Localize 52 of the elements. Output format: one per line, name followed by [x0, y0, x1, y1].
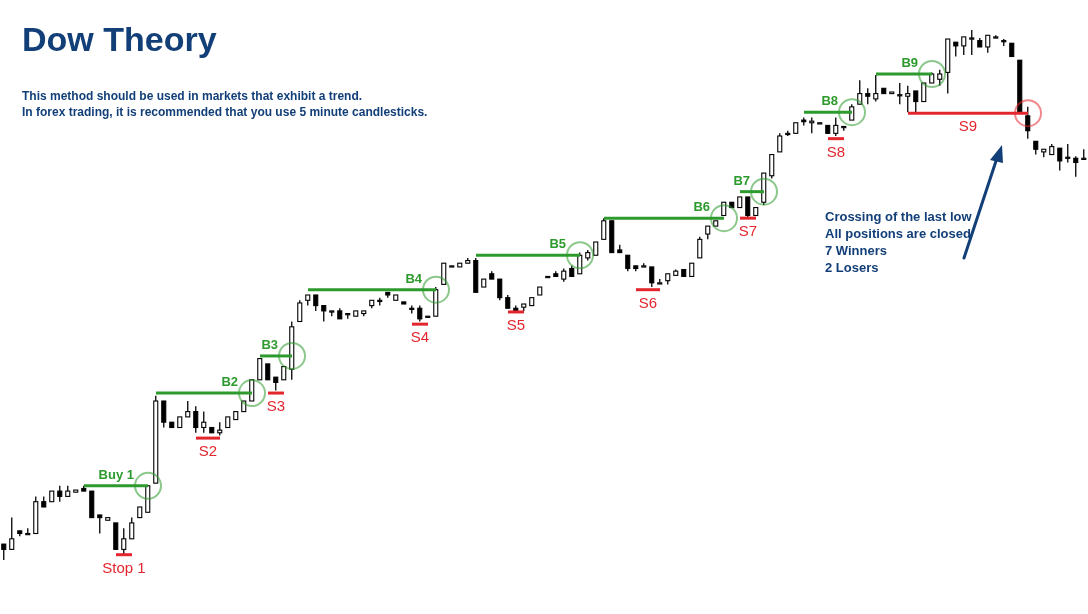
candlestick: [777, 132, 783, 153]
candlestick: [601, 217, 607, 240]
candlestick: [873, 74, 879, 103]
series-label: S7: [738, 222, 758, 240]
candlestick: [193, 405, 199, 434]
series-label: S5: [506, 315, 526, 333]
series-label: S6: [638, 293, 658, 311]
candlestick: [577, 251, 583, 275]
candlestick: [897, 82, 903, 105]
series-label: B3: [261, 336, 278, 352]
candlestick: [1025, 106, 1031, 140]
candlestick: [1065, 143, 1071, 164]
series-label: B2: [221, 374, 238, 390]
candlestick: [161, 400, 167, 429]
candlestick: [769, 153, 775, 180]
candlestick: [1073, 155, 1079, 178]
candlestick: [129, 516, 135, 540]
series-label: S3: [266, 397, 286, 415]
candlestick: [857, 79, 863, 105]
candlestick: [441, 262, 447, 286]
series-label: Buy 1: [98, 466, 134, 482]
candlestick: [201, 410, 207, 434]
chart-title: Dow Theory: [22, 20, 217, 59]
candlestick: [921, 82, 927, 103]
candlestick: [969, 30, 975, 56]
candlestick: [121, 527, 127, 556]
series-label: B5: [549, 236, 566, 252]
series-label: S4: [410, 328, 430, 346]
candlestick: [905, 85, 911, 113]
candlestick: [257, 357, 263, 381]
candlestick: [745, 196, 751, 219]
candlestick: [1057, 147, 1063, 172]
series-label: B9: [901, 54, 918, 70]
candlestick: [97, 514, 103, 535]
candlestick: [649, 266, 655, 288]
series-label: S2: [198, 442, 218, 460]
series-label: S9: [958, 117, 978, 135]
annotation: Crossing of the last low All positions are closed 7 Winners 2 Losers: [825, 208, 972, 276]
candlestick: [497, 278, 503, 301]
candlestick: [913, 90, 919, 113]
series-label: B8: [821, 93, 838, 109]
series-label: S8: [826, 142, 846, 160]
series-label: B6: [693, 199, 710, 215]
text: This method should be used in markets that exhibit a trend. In forex trading, it is recommended that you use 5 minute candlesticks.: [22, 88, 428, 120]
series-label: Stop 1: [102, 558, 146, 576]
candlestick: [833, 116, 839, 137]
series-label: B7: [733, 172, 750, 188]
series-label: B4: [405, 270, 423, 286]
candlestick: [9, 516, 15, 551]
candlestick: [697, 236, 703, 259]
candlestick: [961, 36, 967, 56]
candlestick: [297, 299, 303, 323]
